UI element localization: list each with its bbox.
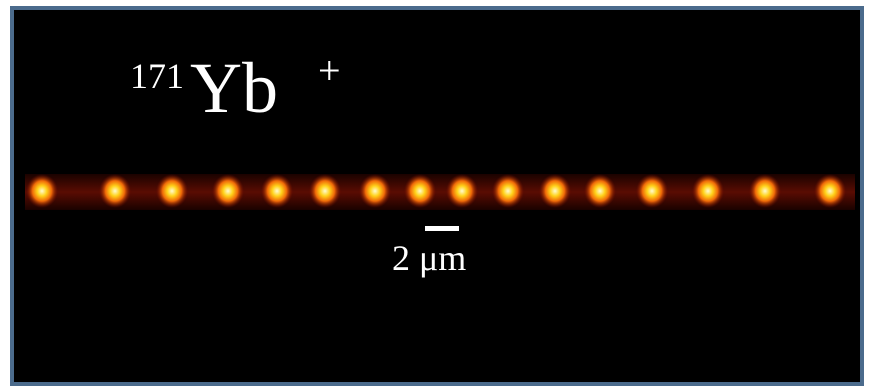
element: Yb xyxy=(190,48,278,128)
ion xyxy=(692,174,724,208)
ion xyxy=(636,174,668,208)
ion xyxy=(359,174,391,208)
mass-number: 171 xyxy=(130,56,184,96)
ion xyxy=(212,174,244,208)
ion xyxy=(814,174,846,208)
ion xyxy=(404,174,436,208)
ion xyxy=(99,174,131,208)
ion xyxy=(749,174,781,208)
ion xyxy=(492,174,524,208)
ion xyxy=(539,174,571,208)
ion xyxy=(261,174,293,208)
charge: + xyxy=(318,48,341,93)
scale-bar xyxy=(425,226,459,231)
ion-strip xyxy=(25,174,855,210)
ion xyxy=(584,174,616,208)
ion xyxy=(446,174,478,208)
image: 171 Yb + 2 μm xyxy=(0,0,870,390)
ion xyxy=(309,174,341,208)
ion xyxy=(156,174,188,208)
ion xyxy=(26,174,58,208)
page: 171 Yb + 2 μm (() => { const data = JSON… xyxy=(0,0,870,390)
scale-bar-label: 2 μm xyxy=(392,238,466,278)
